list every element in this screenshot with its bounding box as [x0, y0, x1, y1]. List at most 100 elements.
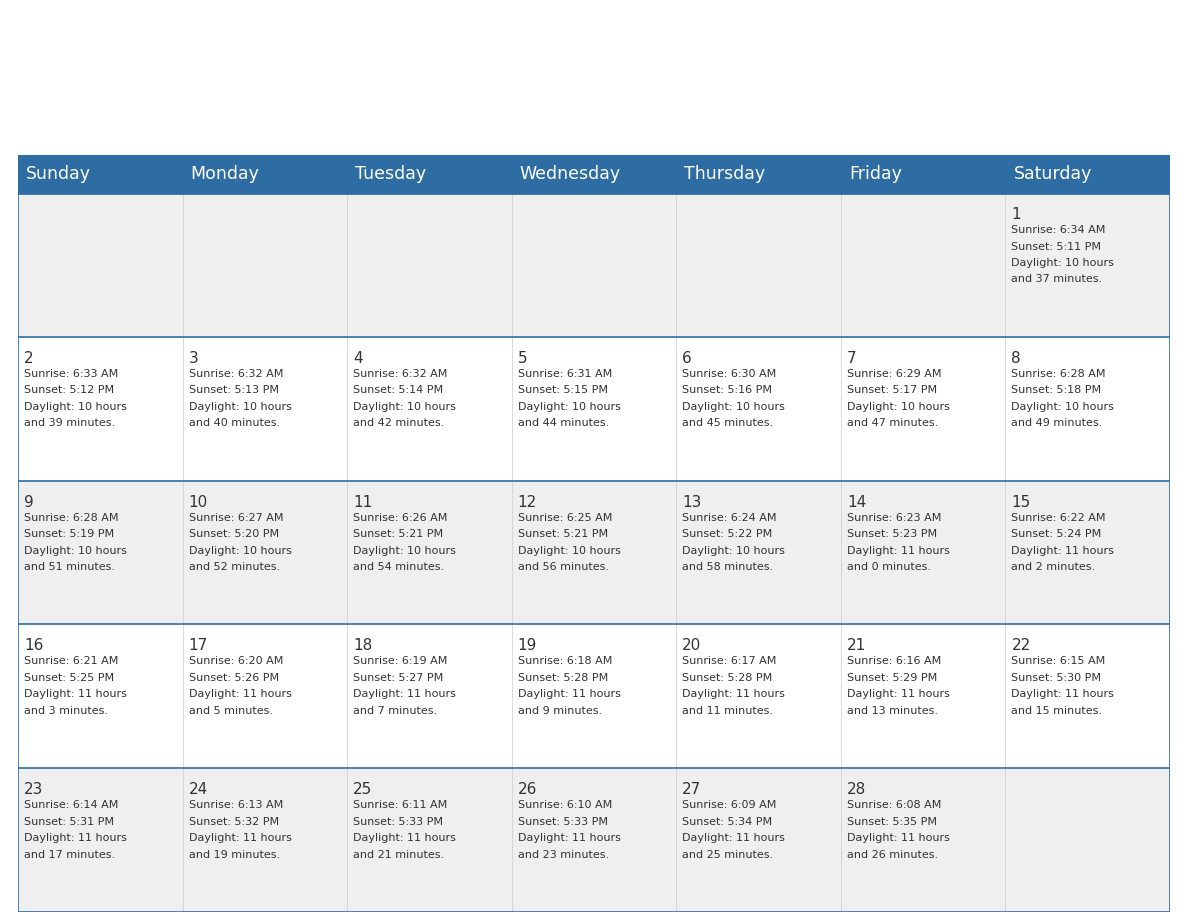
Text: Sunset: 5:24 PM: Sunset: 5:24 PM	[1011, 529, 1101, 539]
Text: and 39 minutes.: and 39 minutes.	[24, 419, 115, 429]
Text: Sunset: 5:20 PM: Sunset: 5:20 PM	[189, 529, 279, 539]
Text: and 9 minutes.: and 9 minutes.	[518, 706, 602, 716]
Text: 19: 19	[518, 638, 537, 654]
Text: and 25 minutes.: and 25 minutes.	[682, 850, 773, 859]
Bar	[18, 481, 1170, 624]
Text: and 47 minutes.: and 47 minutes.	[847, 419, 939, 429]
Text: Sunset: 5:26 PM: Sunset: 5:26 PM	[189, 673, 279, 683]
Text: Daylight: 11 hours: Daylight: 11 hours	[1011, 545, 1114, 555]
Text: 24: 24	[189, 782, 208, 797]
Text: Daylight: 10 hours: Daylight: 10 hours	[682, 545, 785, 555]
Text: Daylight: 11 hours: Daylight: 11 hours	[847, 545, 949, 555]
Text: February 2025: February 2025	[805, 823, 1170, 871]
Text: Sunrise: 6:32 AM: Sunrise: 6:32 AM	[189, 369, 283, 379]
Text: Mishmar Ha'Emeq, Israel: Mishmar Ha'Emeq, Israel	[823, 868, 1170, 896]
Text: 14: 14	[847, 495, 866, 509]
Text: 3: 3	[189, 351, 198, 365]
Text: Daylight: 11 hours: Daylight: 11 hours	[518, 689, 620, 700]
Text: Daylight: 11 hours: Daylight: 11 hours	[353, 834, 456, 844]
Text: Daylight: 11 hours: Daylight: 11 hours	[682, 689, 785, 700]
Text: Sunrise: 6:22 AM: Sunrise: 6:22 AM	[1011, 512, 1106, 522]
Text: Sunrise: 6:13 AM: Sunrise: 6:13 AM	[189, 800, 283, 811]
Text: Sunset: 5:18 PM: Sunset: 5:18 PM	[1011, 386, 1101, 396]
Text: Sunrise: 6:28 AM: Sunrise: 6:28 AM	[24, 512, 119, 522]
Text: Sunrise: 6:08 AM: Sunrise: 6:08 AM	[847, 800, 941, 811]
Text: 9: 9	[24, 495, 33, 509]
Text: Sunset: 5:28 PM: Sunset: 5:28 PM	[518, 673, 608, 683]
Text: Daylight: 11 hours: Daylight: 11 hours	[1011, 689, 1114, 700]
Text: Sunrise: 6:14 AM: Sunrise: 6:14 AM	[24, 800, 119, 811]
Text: Daylight: 10 hours: Daylight: 10 hours	[518, 545, 620, 555]
Text: Thursday: Thursday	[684, 165, 765, 183]
Text: and 42 minutes.: and 42 minutes.	[353, 419, 444, 429]
Text: Daylight: 10 hours: Daylight: 10 hours	[847, 402, 949, 412]
Text: Daylight: 10 hours: Daylight: 10 hours	[518, 402, 620, 412]
Text: and 40 minutes.: and 40 minutes.	[189, 419, 279, 429]
Text: Daylight: 11 hours: Daylight: 11 hours	[189, 689, 291, 700]
Text: Sunrise: 6:19 AM: Sunrise: 6:19 AM	[353, 656, 448, 666]
Text: Daylight: 10 hours: Daylight: 10 hours	[353, 402, 456, 412]
Text: 18: 18	[353, 638, 372, 654]
Text: Sunrise: 6:20 AM: Sunrise: 6:20 AM	[189, 656, 283, 666]
Text: Daylight: 10 hours: Daylight: 10 hours	[189, 402, 291, 412]
Text: Sunset: 5:34 PM: Sunset: 5:34 PM	[682, 817, 772, 827]
Text: and 5 minutes.: and 5 minutes.	[189, 706, 272, 716]
Text: Sunset: 5:29 PM: Sunset: 5:29 PM	[847, 673, 937, 683]
Text: Sunrise: 6:28 AM: Sunrise: 6:28 AM	[1011, 369, 1106, 379]
Text: Sunrise: 6:15 AM: Sunrise: 6:15 AM	[1011, 656, 1106, 666]
Text: 27: 27	[682, 782, 702, 797]
Text: 20: 20	[682, 638, 702, 654]
Text: Sunrise: 6:21 AM: Sunrise: 6:21 AM	[24, 656, 119, 666]
Text: and 37 minutes.: and 37 minutes.	[1011, 274, 1102, 285]
Text: and 52 minutes.: and 52 minutes.	[189, 562, 279, 572]
Text: 7: 7	[847, 351, 857, 365]
Text: Daylight: 10 hours: Daylight: 10 hours	[24, 545, 127, 555]
Text: Sunset: 5:35 PM: Sunset: 5:35 PM	[847, 817, 937, 827]
Text: Daylight: 11 hours: Daylight: 11 hours	[353, 689, 456, 700]
Text: and 7 minutes.: and 7 minutes.	[353, 706, 437, 716]
Text: Daylight: 11 hours: Daylight: 11 hours	[682, 834, 785, 844]
Text: 6: 6	[682, 351, 693, 365]
Text: Sunset: 5:22 PM: Sunset: 5:22 PM	[682, 529, 772, 539]
Text: Friday: Friday	[849, 165, 902, 183]
Text: Sunrise: 6:30 AM: Sunrise: 6:30 AM	[682, 369, 777, 379]
Text: Sunrise: 6:32 AM: Sunrise: 6:32 AM	[353, 369, 448, 379]
Text: Sunrise: 6:10 AM: Sunrise: 6:10 AM	[518, 800, 612, 811]
Text: Sunrise: 6:18 AM: Sunrise: 6:18 AM	[518, 656, 612, 666]
Text: Sunrise: 6:16 AM: Sunrise: 6:16 AM	[847, 656, 941, 666]
Text: Blue: Blue	[110, 863, 171, 891]
Text: Sunset: 5:25 PM: Sunset: 5:25 PM	[24, 673, 114, 683]
Text: Sunrise: 6:26 AM: Sunrise: 6:26 AM	[353, 512, 448, 522]
Text: 16: 16	[24, 638, 44, 654]
Text: and 17 minutes.: and 17 minutes.	[24, 850, 115, 859]
Text: 4: 4	[353, 351, 362, 365]
Text: 17: 17	[189, 638, 208, 654]
Text: Daylight: 11 hours: Daylight: 11 hours	[189, 834, 291, 844]
Bar	[18, 624, 1170, 768]
Text: Sunset: 5:21 PM: Sunset: 5:21 PM	[518, 529, 608, 539]
Text: Sunday: Sunday	[26, 165, 91, 183]
Text: and 56 minutes.: and 56 minutes.	[518, 562, 608, 572]
Text: and 2 minutes.: and 2 minutes.	[1011, 562, 1095, 572]
Text: Daylight: 10 hours: Daylight: 10 hours	[24, 402, 127, 412]
Text: Sunrise: 6:33 AM: Sunrise: 6:33 AM	[24, 369, 119, 379]
Text: and 15 minutes.: and 15 minutes.	[1011, 706, 1102, 716]
Text: and 44 minutes.: and 44 minutes.	[518, 419, 609, 429]
Text: 8: 8	[1011, 351, 1020, 365]
Text: Sunrise: 6:11 AM: Sunrise: 6:11 AM	[353, 800, 448, 811]
Text: 21: 21	[847, 638, 866, 654]
Text: Daylight: 10 hours: Daylight: 10 hours	[189, 545, 291, 555]
Text: Sunset: 5:14 PM: Sunset: 5:14 PM	[353, 386, 443, 396]
Text: and 21 minutes.: and 21 minutes.	[353, 850, 444, 859]
Text: Sunrise: 6:23 AM: Sunrise: 6:23 AM	[847, 512, 941, 522]
Text: 1: 1	[1011, 207, 1020, 222]
Text: Daylight: 11 hours: Daylight: 11 hours	[847, 834, 949, 844]
Text: General: General	[58, 828, 168, 856]
Text: Sunrise: 6:31 AM: Sunrise: 6:31 AM	[518, 369, 612, 379]
Bar	[18, 337, 1170, 481]
Text: Daylight: 11 hours: Daylight: 11 hours	[847, 689, 949, 700]
Text: 23: 23	[24, 782, 44, 797]
Text: Sunrise: 6:27 AM: Sunrise: 6:27 AM	[189, 512, 283, 522]
Text: Sunset: 5:17 PM: Sunset: 5:17 PM	[847, 386, 937, 396]
Text: Sunrise: 6:17 AM: Sunrise: 6:17 AM	[682, 656, 777, 666]
